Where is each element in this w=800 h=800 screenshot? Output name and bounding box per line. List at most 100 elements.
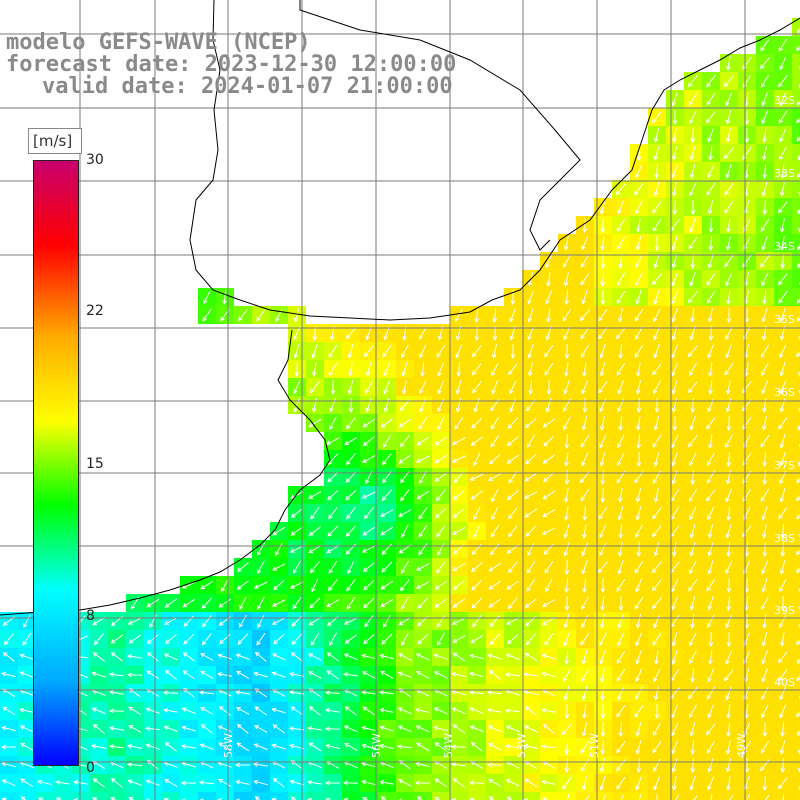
wind-arrow: [779, 308, 786, 323]
wind-arrow: [434, 778, 448, 788]
wind-arrow: [706, 417, 716, 430]
wind-arrow: [671, 398, 678, 413]
speed-cell: [306, 792, 324, 800]
wind-arrow: [761, 308, 768, 323]
wind-arrow: [634, 308, 644, 322]
wind-arrow: [487, 473, 502, 482]
wind-arrow: [545, 290, 553, 305]
wind-arrow: [181, 798, 186, 800]
wind-arrow: [343, 653, 358, 661]
wind-arrow: [292, 597, 302, 610]
wind-arrow: [618, 595, 624, 612]
wind-arrow: [527, 362, 533, 377]
wind-arrow: [272, 724, 285, 734]
wind-arrow: [309, 561, 320, 574]
lat-label: 32S: [774, 94, 795, 107]
speed-cell: [792, 666, 800, 684]
wind-arrow: [126, 762, 143, 767]
wind-arrow: [235, 653, 250, 660]
wind-arrow: [490, 435, 500, 448]
colorbar-tick-15: 15: [86, 456, 104, 472]
wind-arrow: [293, 308, 300, 323]
speed-cell: [288, 792, 306, 800]
wind-arrow: [618, 415, 624, 432]
wind-arrow: [236, 723, 249, 734]
wind-arrow: [202, 309, 212, 322]
wind-arrow: [796, 495, 800, 502]
wind-arrow: [163, 653, 178, 661]
wind-arrow: [345, 525, 357, 537]
wind-arrow: [651, 579, 662, 592]
wind-arrow: [708, 146, 713, 161]
wind-arrow: [362, 526, 376, 536]
wind-arrow: [690, 469, 696, 486]
wind-arrow: [634, 183, 644, 196]
wind-arrow: [507, 597, 518, 610]
wind-arrow: [527, 326, 535, 341]
wind-arrow: [563, 632, 570, 647]
wind-arrow: [671, 758, 678, 773]
wind-arrow: [343, 725, 358, 733]
wind-arrow: [363, 597, 375, 609]
wind-arrow: [199, 652, 214, 661]
wind-arrow: [779, 452, 786, 467]
wind-arrow: [689, 164, 696, 179]
wind-arrow: [634, 326, 643, 341]
wind-arrow: [526, 434, 536, 448]
wind-arrow: [689, 596, 696, 611]
lat-label: 33S: [774, 167, 795, 180]
wind-arrow: [523, 743, 538, 750]
speed-cell: [432, 792, 450, 800]
wind-arrow: [671, 362, 679, 377]
wind-arrow: [563, 272, 569, 287]
wind-arrow: [488, 743, 502, 751]
wind-arrow: [236, 670, 250, 680]
wind-arrow: [726, 307, 732, 324]
speed-cell: [792, 630, 800, 648]
wind-arrow: [471, 417, 483, 429]
speed-cell: [792, 774, 800, 792]
wind-arrow: [127, 743, 142, 749]
wind-arrow: [383, 398, 390, 413]
coastline: [189, 0, 800, 321]
wind-arrow: [487, 725, 502, 733]
wind-arrow: [635, 650, 642, 665]
wind-arrow: [651, 561, 662, 574]
wind-arrow: [400, 596, 410, 610]
wind-arrow: [707, 164, 715, 179]
wind-arrow: [708, 380, 713, 395]
wind-arrow: [163, 617, 178, 625]
wind-arrow: [563, 542, 570, 557]
wind-arrow: [779, 92, 787, 107]
wind-arrow: [1, 797, 8, 800]
wind-arrow: [455, 344, 463, 359]
wind-arrow: [541, 797, 549, 800]
wind-arrow: [452, 598, 465, 608]
wind-arrow: [486, 762, 503, 768]
wind-arrow: [689, 272, 696, 287]
wind-arrow: [271, 617, 286, 625]
wind-arrow: [671, 290, 679, 305]
wind-arrow: [796, 477, 800, 484]
wind-arrow: [636, 218, 641, 233]
wind-arrow: [200, 723, 213, 734]
wind-arrow: [146, 598, 160, 608]
wind-arrow: [726, 631, 732, 648]
wind-arrow: [1, 761, 16, 768]
wind-arrow: [653, 452, 660, 467]
wind-arrow: [347, 560, 355, 575]
lat-label: 38S: [774, 532, 795, 545]
speed-cell: [792, 468, 800, 486]
wind-arrow: [361, 491, 376, 499]
wind-arrow: [761, 560, 769, 575]
wind-arrow: [164, 742, 177, 752]
wind-arrow: [528, 379, 534, 396]
wind-arrow: [471, 579, 483, 591]
wind-arrow: [524, 418, 537, 429]
wind-arrow: [796, 567, 800, 574]
wind-arrow: [527, 308, 534, 323]
wind-arrow: [505, 653, 520, 660]
wind-arrow: [271, 743, 286, 750]
wind-arrow: [635, 164, 643, 179]
forecast-date: forecast date: 2023-12-30 12:00:00: [6, 52, 457, 77]
